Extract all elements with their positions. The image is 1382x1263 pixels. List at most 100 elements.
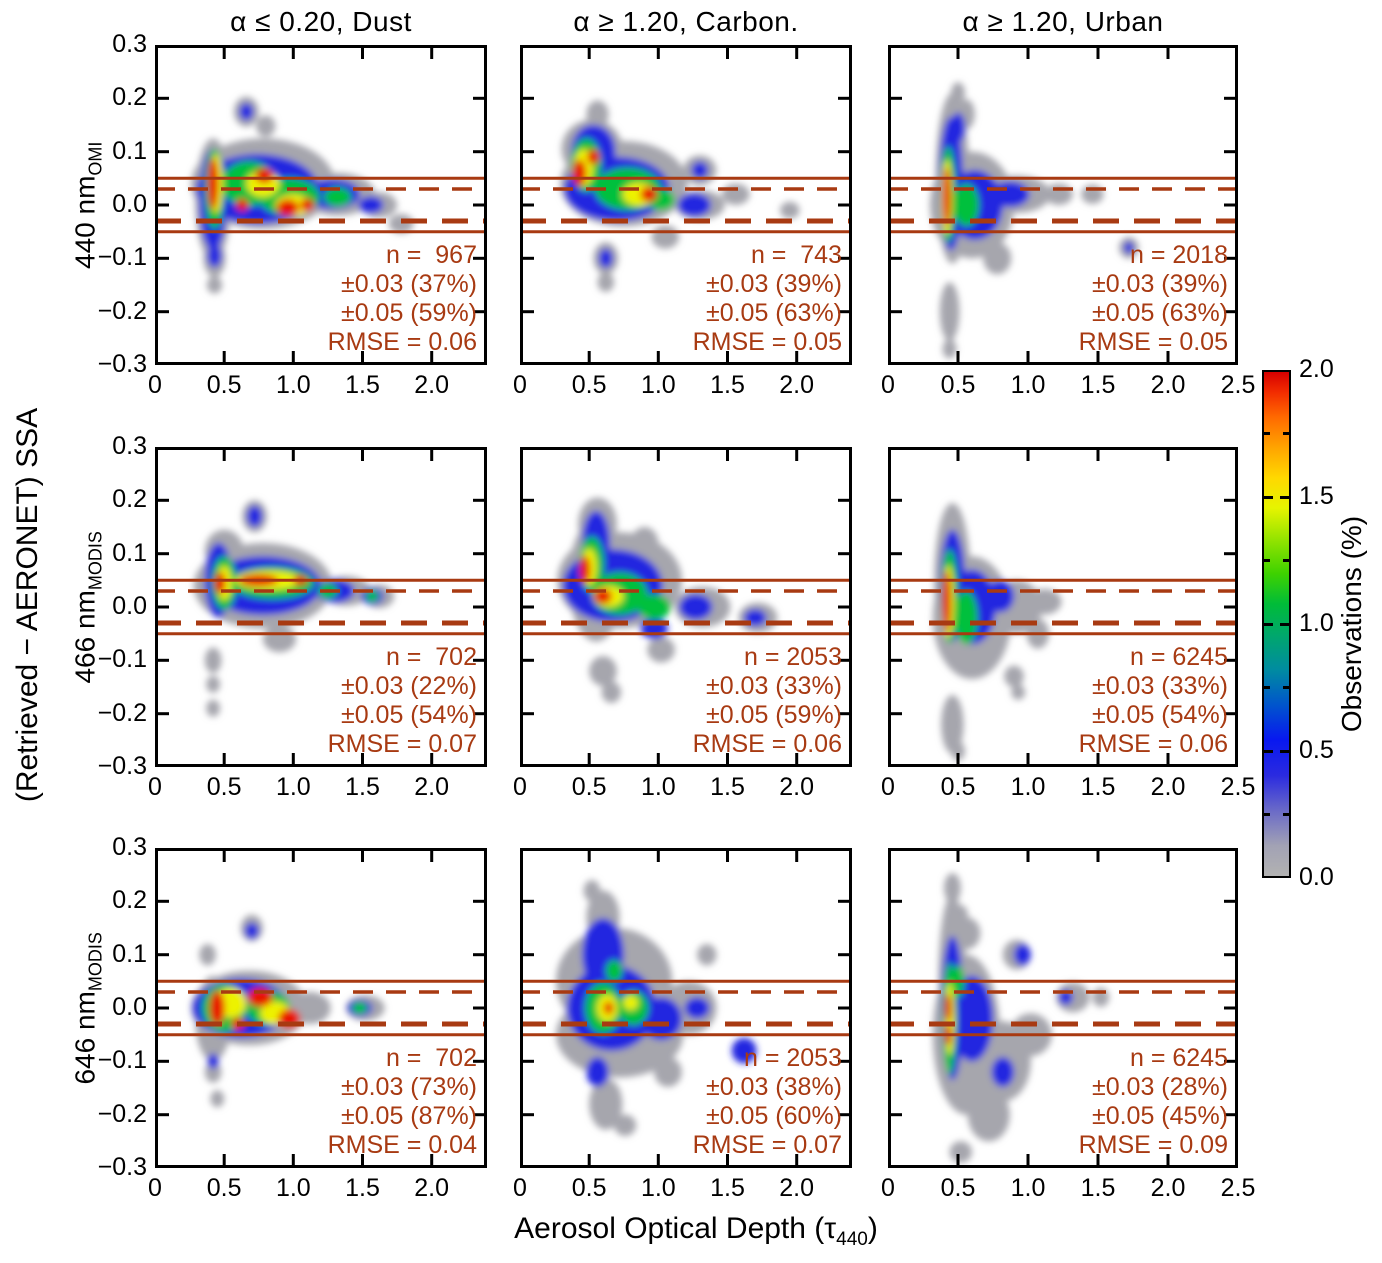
density-blob xyxy=(207,158,219,210)
y-tick-label: 0.1 xyxy=(112,939,147,968)
density-blob xyxy=(1011,684,1026,700)
stats-line: ±0.05 (54%) xyxy=(340,701,477,729)
plot-frame xyxy=(888,447,1238,767)
density-blob xyxy=(630,527,659,559)
panel-r2c2: n = 6245 ±0.03 (28%) ±0.05 (45%) RMSE = 0.0… xyxy=(881,848,1255,1202)
stats-block: n = 967 ±0.03 (37%) ±0.05 (59%) RMSE = 0.06 xyxy=(328,241,477,357)
x-axis-label-sub: 440 xyxy=(836,1229,868,1250)
y-tick-label: 0.1 xyxy=(112,136,147,165)
density-plot xyxy=(155,45,487,365)
plot-frame xyxy=(520,45,852,365)
colorbar-tick xyxy=(1264,813,1270,816)
x-tick-label: 0.5 xyxy=(571,1174,607,1202)
density-blob xyxy=(614,1114,637,1136)
density-blob xyxy=(654,1057,682,1087)
x-tick-label: 2.5 xyxy=(1220,371,1256,399)
density-blob xyxy=(697,944,717,966)
x-tick-label: 0 xyxy=(881,371,895,399)
density-blob xyxy=(601,681,621,703)
density-blob xyxy=(207,244,222,268)
x-tick-label: 1.5 xyxy=(710,773,745,801)
density-blob xyxy=(640,997,682,1040)
x-tick-label: 0.5 xyxy=(571,371,607,399)
stats-line: n = 2053 xyxy=(743,1044,842,1072)
x-tick-label: 0 xyxy=(881,1174,895,1202)
stats-block: n = 702 ±0.03 (22%) ±0.05 (54%) RMSE = 0.07 xyxy=(328,643,477,759)
y-tick-label: 0.3 xyxy=(112,30,147,58)
colorbar-tick-label: 2.0 xyxy=(1299,355,1334,383)
density-blob xyxy=(247,505,263,527)
x-tick-label: 1.0 xyxy=(275,1174,311,1202)
density-blob xyxy=(691,161,709,179)
colorbar-tick xyxy=(1264,686,1270,689)
x-tick-label: 1.5 xyxy=(1080,1174,1116,1202)
y-tick-label: −0.1 xyxy=(97,1046,147,1075)
density-blobs xyxy=(932,503,1062,761)
x-tick-label: 1.0 xyxy=(275,371,311,399)
density-blob xyxy=(239,103,254,121)
stats-line: RMSE = 0.05 xyxy=(692,328,842,356)
y-tick-label: 0.2 xyxy=(112,886,147,915)
x-tick-label: 0 xyxy=(148,1174,162,1202)
colorbar-tick-label: 0.5 xyxy=(1299,736,1334,764)
density-blob xyxy=(967,1088,1010,1142)
colorbar: 0.0 0.5 1.0 1.5 2.0 xyxy=(1262,355,1334,891)
colorbar-label: Observations (%) xyxy=(1336,515,1367,733)
density-blob xyxy=(677,193,711,217)
panel-r1c2: n = 6245 ±0.03 (33%) ±0.05 (54%) RMSE = 0.0… xyxy=(881,447,1255,801)
density-blob xyxy=(207,1053,219,1069)
x-tick-label: 0 xyxy=(148,371,162,399)
colorbar-tick xyxy=(1283,559,1289,562)
stats-line: RMSE = 0.06 xyxy=(327,328,477,356)
density-blob xyxy=(358,196,384,214)
stats-block: n = 743 ±0.03 (39%) ±0.05 (63%) RMSE = 0.05 xyxy=(693,241,842,357)
density-blob xyxy=(206,675,220,693)
y-tick-label: −0.3 xyxy=(97,350,147,378)
stats-block: n = 2053 ±0.03 (38%) ±0.05 (60%) RMSE = 0.0… xyxy=(693,1044,842,1160)
stats-line: ±0.03 (39%) xyxy=(1091,270,1228,298)
x-tick-label: 0 xyxy=(513,371,527,399)
density-blob xyxy=(586,1057,609,1087)
stats-line: ±0.03 (28%) xyxy=(1091,1073,1228,1101)
colorbar-tick-label: 1.5 xyxy=(1299,482,1334,510)
colorbar-tick xyxy=(1280,622,1289,626)
colorbar-tick xyxy=(1280,495,1289,499)
x-tick-label: 2.0 xyxy=(1150,1174,1186,1202)
density-blob xyxy=(1044,183,1073,205)
density-plot xyxy=(155,447,487,767)
colorbar-tick xyxy=(1280,749,1289,753)
density-blob xyxy=(300,198,315,212)
x-tick-label: 1.0 xyxy=(275,773,311,801)
x-tick-label: 2.0 xyxy=(779,773,815,801)
x-tick-label: 2.5 xyxy=(1220,1174,1256,1202)
density-blobs xyxy=(556,880,757,1136)
colorbar-tick xyxy=(1264,559,1270,562)
y-tick-label: 0.0 xyxy=(112,993,147,1021)
density-blob xyxy=(986,580,1014,613)
density-blob xyxy=(942,167,951,227)
stats-line: RMSE = 0.07 xyxy=(692,1131,842,1159)
density-blob xyxy=(780,201,800,219)
x-tick-label: 0.5 xyxy=(940,371,976,399)
density-plot xyxy=(520,45,852,365)
density-blob xyxy=(951,741,965,761)
y-tick-label: 0.2 xyxy=(112,485,147,514)
stats-block: n = 6245 ±0.03 (28%) ±0.05 (45%) RMSE = 0.0… xyxy=(1079,1044,1228,1160)
stats-line: ±0.05 (59%) xyxy=(705,701,842,729)
panel-r2c0: n = 702 ±0.03 (73%) ±0.05 (87%) RMSE = 0.04… xyxy=(98,833,487,1202)
x-tick-label: 0.5 xyxy=(206,773,242,801)
density-plot xyxy=(155,848,487,1168)
density-blobs xyxy=(560,100,800,292)
density-blob xyxy=(944,873,961,903)
colorbar-tick xyxy=(1264,432,1270,435)
density-blob xyxy=(941,695,964,754)
y-tick-label: 0.3 xyxy=(112,432,147,460)
y-tick-label: 0.3 xyxy=(112,833,147,861)
stats-line: ±0.03 (22%) xyxy=(340,672,477,700)
density-blob xyxy=(199,944,216,966)
column-title-carbon: α ≥ 1.20, Carbon. xyxy=(573,6,799,37)
panel-r0c1: n = 743 ±0.03 (39%) ±0.05 (63%) RMSE = 0.05… xyxy=(513,45,852,399)
stats-line: ±0.05 (59%) xyxy=(340,299,477,327)
y-tick-label: −0.3 xyxy=(97,752,147,780)
